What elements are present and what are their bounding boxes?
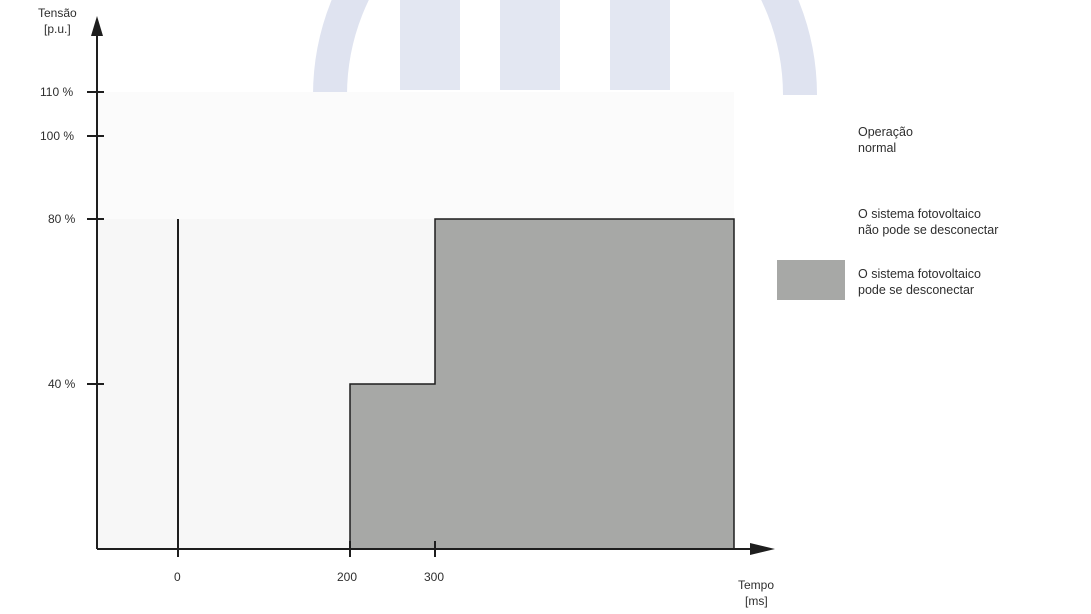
legend-disconnect-line2: pode se desconectar (858, 283, 975, 297)
legend-disconnect-swatch (777, 260, 845, 300)
y-tick-label-80: 80 % (48, 212, 76, 226)
legend-normal-operation-line1: Operação (858, 125, 913, 139)
legend-no-disconnect-line2: não pode se desconectar (858, 223, 999, 237)
x-tick-label-0: 0 (174, 570, 181, 584)
x-tick-label-200: 200 (337, 570, 358, 584)
y-axis-title-line1: Tensão (38, 6, 77, 20)
legend-no-disconnect-line1: O sistema fotovoltaico (858, 207, 981, 221)
x-tick-label-300: 300 (424, 570, 445, 584)
y-tick-label-40: 40 % (48, 377, 76, 391)
y-tick-label-100: 100 % (40, 129, 75, 143)
y-axis-arrow (91, 16, 103, 36)
y-axis-title-line2: [p.u.] (44, 22, 71, 36)
x-axis-title-line1: Tempo (738, 578, 775, 592)
legend-normal-operation-line2: normal (858, 141, 897, 155)
y-tick-label-110: 110 % (40, 85, 74, 99)
x-axis-title-line2: [ms] (745, 594, 768, 608)
zone-no-disconnect (97, 219, 435, 549)
legend-disconnect-line1: O sistema fotovoltaico (858, 267, 981, 281)
x-axis-arrow (750, 543, 775, 555)
zone-normal-operation (97, 92, 734, 219)
